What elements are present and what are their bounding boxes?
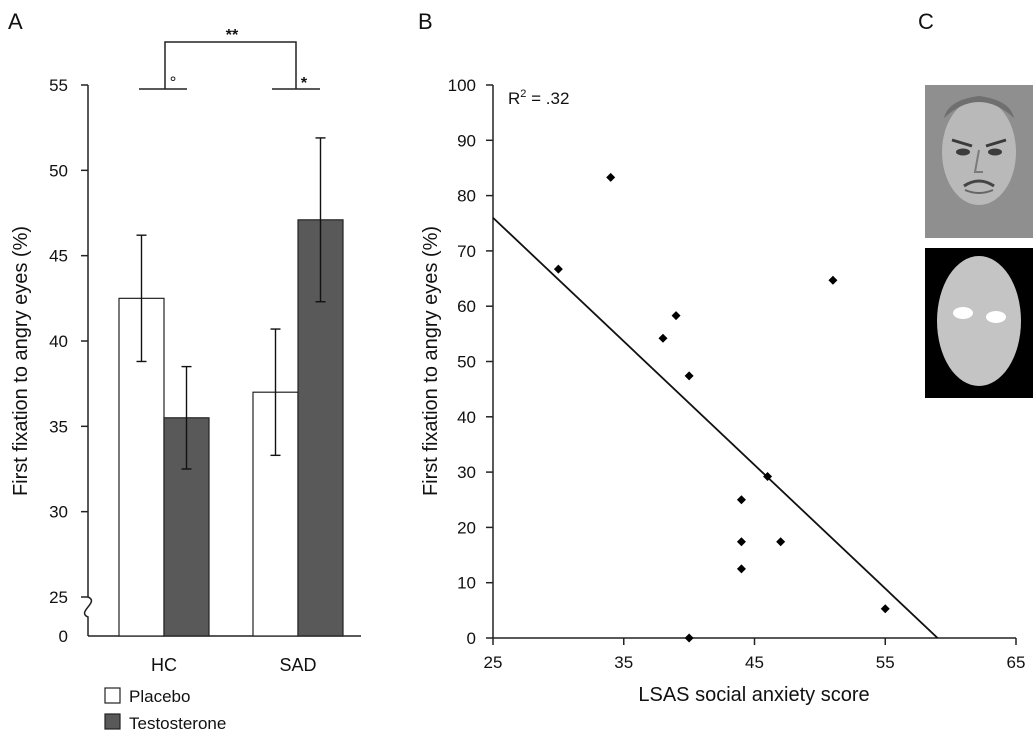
panel-a-y-tick-label: 35 (49, 417, 68, 436)
panel-a-bar-chart: A First fixation to angry eyes (%) 25 30 3… (8, 9, 361, 733)
panel-b-x-axis-title: LSAS social anxiety score (638, 684, 869, 706)
r-squared-label: R2 = .32 (508, 88, 569, 108)
scatter-point (736, 537, 746, 547)
scatter-point (671, 311, 681, 321)
legend-swatch-placebo (104, 687, 121, 704)
panel-a-bars (118, 137, 344, 637)
panel-b-y-ticks: 0 10 20 30 40 50 60 70 80 90 100 (448, 76, 493, 648)
panel-a-y-tick-label: 55 (49, 76, 68, 95)
scatter-point (736, 564, 746, 574)
panel-b-y-tick-label: 100 (448, 76, 476, 95)
legend-swatch-testosterone (104, 713, 121, 730)
panel-a-y-axis (83, 85, 93, 636)
panel-b-y-tick-label: 30 (457, 463, 476, 482)
panel-a-y-tick-label: 30 (49, 503, 68, 522)
face-mask-schematic (925, 248, 1033, 398)
scatter-point (763, 472, 773, 482)
panel-label-a: A (8, 9, 23, 34)
r2-value: = .32 (526, 89, 569, 108)
legend-label-placebo: Placebo (129, 687, 190, 706)
panel-a-y-ticks: 25 30 35 40 45 50 55 (49, 76, 88, 607)
panel-c-stimuli: C (918, 9, 1033, 398)
panel-b-x-ticks: 25 35 45 55 65 (484, 638, 1026, 672)
panel-b-y-tick-label: 50 (457, 353, 476, 372)
scatter-point (606, 172, 616, 182)
scatter-point (658, 333, 668, 343)
panel-b-x-tick-label: 55 (876, 653, 895, 672)
panel-label-c: C (918, 9, 934, 34)
panel-b-x-tick-label: 45 (745, 653, 764, 672)
bracket-top (164, 41, 297, 89)
panel-a-y-tick-label: 40 (49, 332, 68, 351)
panel-label-b: B (418, 9, 433, 34)
category-label-sad: SAD (279, 655, 316, 675)
panel-b-y-tick-label: 60 (457, 297, 476, 316)
panel-b-y-axis-title: First fixation to angry eyes (%) (420, 226, 442, 496)
scatter-point (684, 633, 694, 643)
sig-marker-top: ** (226, 27, 239, 44)
legend-label-testosterone: Testosterone (129, 714, 226, 733)
category-label-hc: HC (151, 655, 177, 675)
panel-b-x-tick-label: 65 (1007, 653, 1026, 672)
panel-a-y-tick-label: 25 (49, 588, 68, 607)
r2-exponent: 2 (520, 88, 526, 100)
r2-prefix: R (508, 89, 520, 108)
panel-a-y-tick-label: 50 (49, 161, 68, 180)
scatter-point (828, 275, 838, 285)
panel-b-x-tick-label: 35 (614, 653, 633, 672)
panel-a-y-axis-title: First fixation to angry eyes (%) (10, 226, 32, 496)
panel-b-y-tick-label: 80 (457, 187, 476, 206)
scatter-point (553, 264, 563, 274)
significance-brackets: ** ° * (139, 27, 320, 92)
panel-b-scatter-plot: B First fixation to angry eyes (%) 01020… (418, 9, 1025, 706)
regression-line (492, 217, 939, 639)
panel-b-y-tick-label: 70 (457, 242, 476, 261)
scatter-point (736, 495, 746, 505)
sig-marker-hc: ° (170, 73, 177, 92)
panel-a-y-tick-zero: 0 (59, 627, 68, 646)
panel-b-x-tick-label: 25 (484, 653, 503, 672)
panel-b-y-tick-label: 90 (457, 131, 476, 150)
panel-b-y-tick-label: 20 (457, 518, 476, 537)
panel-b-y-tick-label: 0 (467, 629, 476, 648)
scatter-point (880, 604, 890, 614)
scatter-points (553, 172, 890, 643)
sig-marker-sad: * (301, 75, 308, 92)
panel-a-y-tick-label: 45 (49, 247, 68, 266)
panel-b-y-tick-label: 10 (457, 574, 476, 593)
panel-b-y-tick-label: 40 (457, 408, 476, 427)
angry-face-photo (925, 85, 1033, 238)
scatter-point (776, 537, 786, 547)
scatter-point (684, 371, 694, 381)
legend: Placebo Testosterone (104, 687, 226, 733)
